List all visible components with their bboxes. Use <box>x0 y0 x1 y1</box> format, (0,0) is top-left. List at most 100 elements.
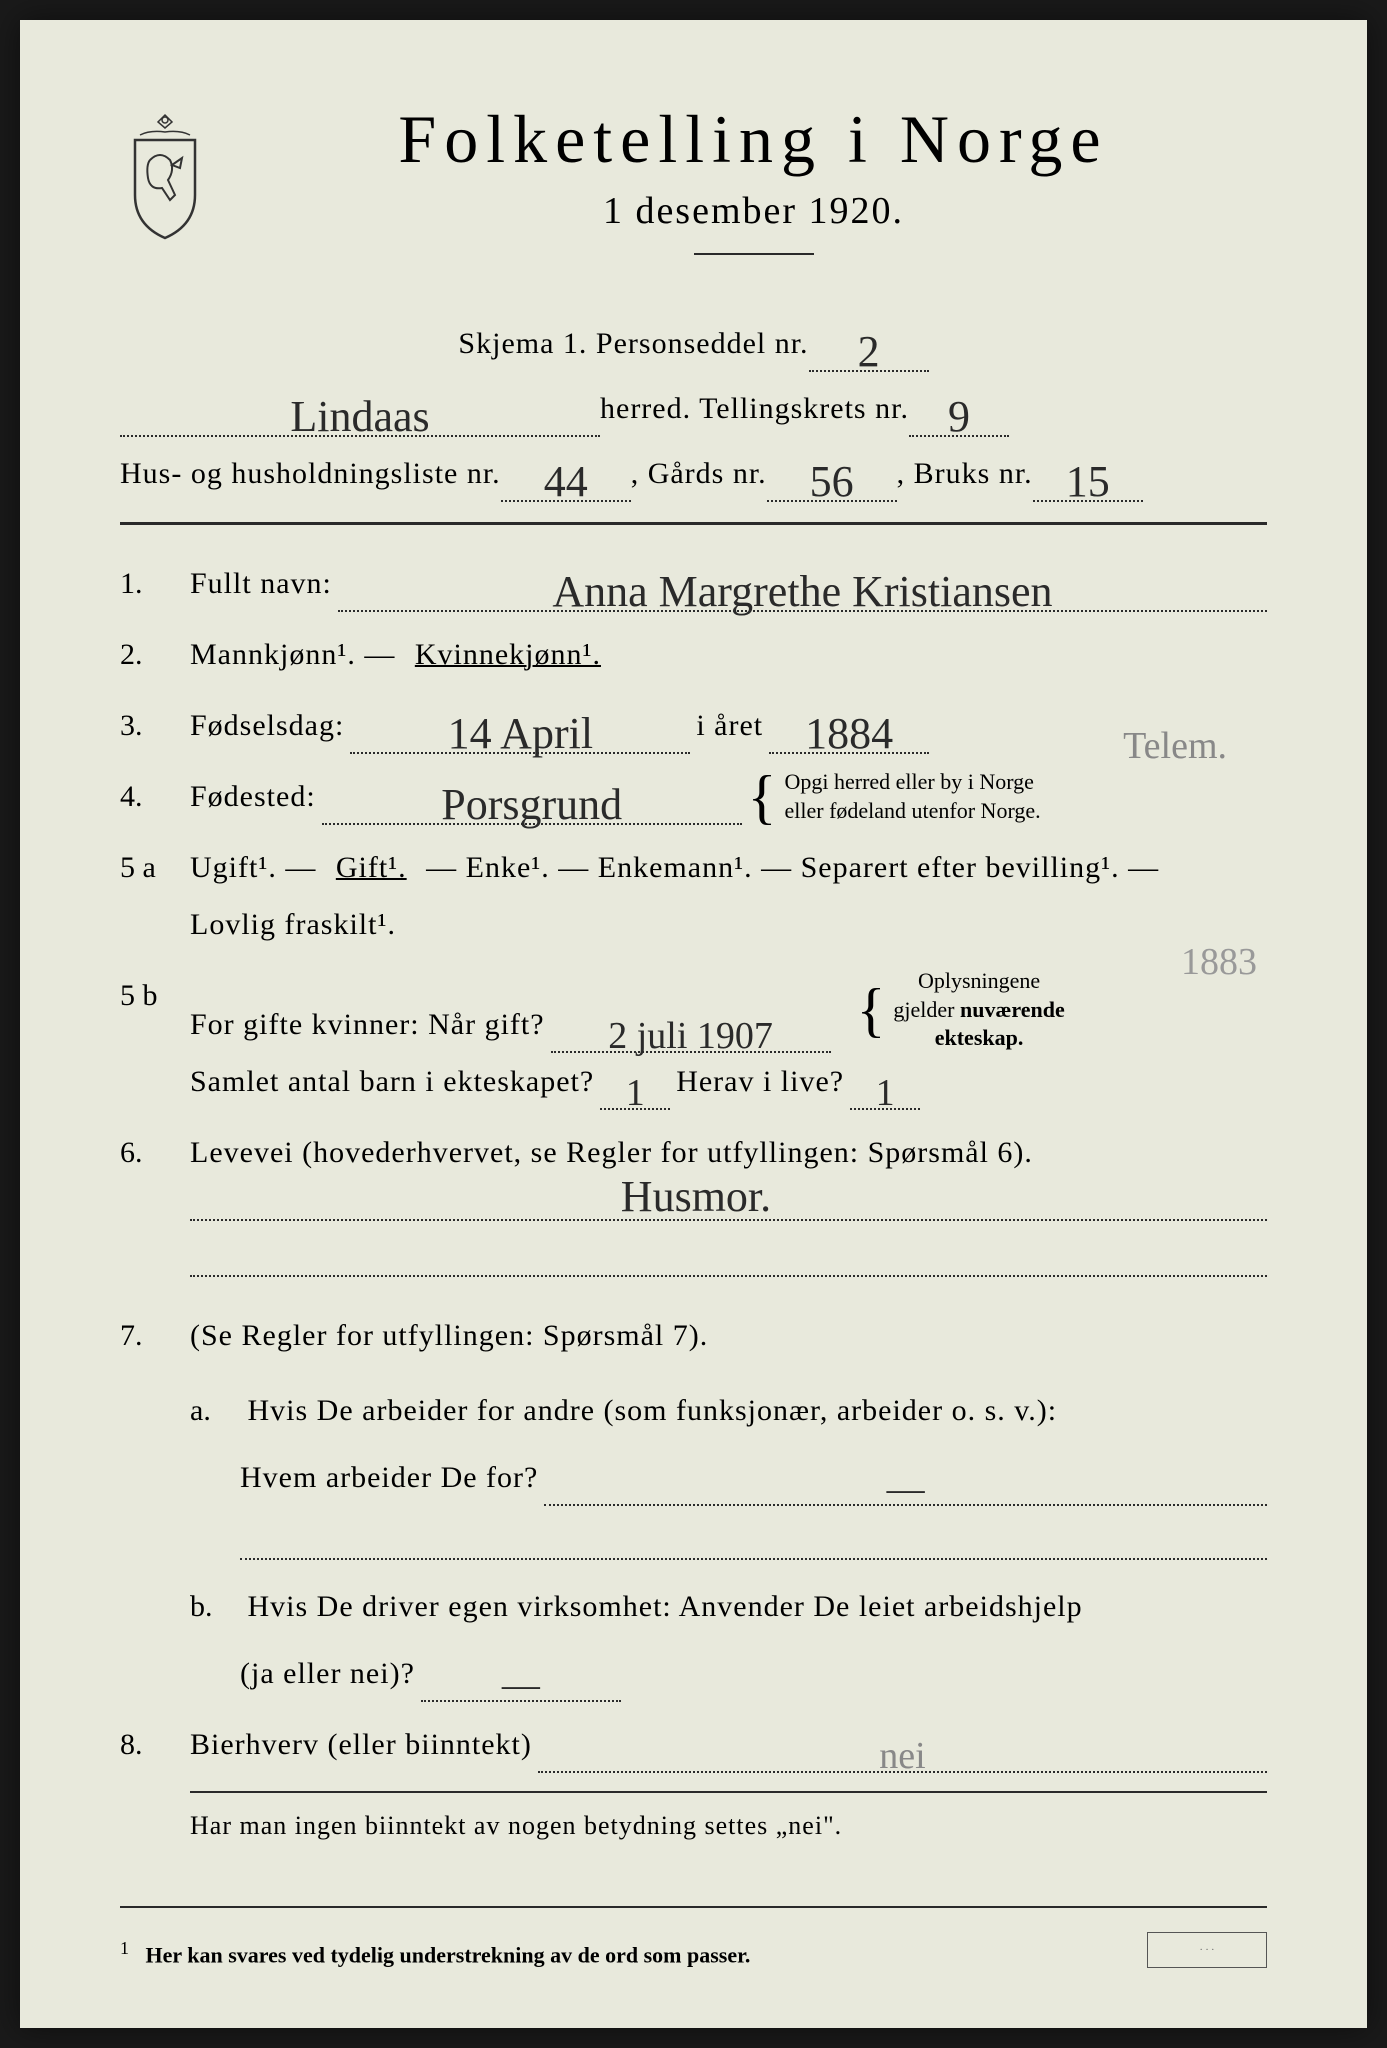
question-4: 4. Fødested: Porsgrund { Opgi herred ell… <box>120 768 1267 825</box>
q1-label: Fullt navn: <box>190 555 332 612</box>
q5b-alive-field: 1 <box>850 1068 920 1110</box>
hus-label: Hus- og husholdningsliste nr. <box>120 445 501 502</box>
q7a-letter: a. <box>190 1382 240 1439</box>
section-divider <box>120 522 1267 525</box>
gards-label: , Gårds nr. <box>631 445 767 502</box>
question-1: 1. Fullt navn: Anna Margrethe Kristianse… <box>120 555 1267 612</box>
gards-nr-field: 56 <box>767 454 897 502</box>
q8-value: nei <box>879 1737 925 1775</box>
q5a-number: 5 a <box>120 839 190 953</box>
main-title: Folketelling i Norge <box>240 100 1267 179</box>
footnote-nei: Har man ingen biinntekt av nogen betydni… <box>190 1811 1267 1841</box>
bottom-divider <box>120 1906 1267 1908</box>
personseddel-nr-value: 2 <box>858 330 880 374</box>
q3-label: Fødselsdag: <box>190 697 344 754</box>
personseddel-nr-field: 2 <box>809 324 929 372</box>
q6-value: Husmor. <box>621 1175 771 1219</box>
skjema-line: Skjema 1. Personseddel nr. 2 <box>120 315 1267 372</box>
header: Folketelling i Norge 1 desember 1920. <box>120 100 1267 285</box>
q4-note-line2: eller fødeland utenfor Norge. <box>784 797 1040 826</box>
title-block: Folketelling i Norge 1 desember 1920. <box>240 100 1267 285</box>
q5a-margin-note: 1883 <box>1181 940 1257 984</box>
q7b-value: — <box>502 1666 540 1704</box>
footnote-num: 1 <box>120 1938 129 1958</box>
bottom-area: 1 Her kan svares ved tydelig understrekn… <box>120 1888 1267 1968</box>
q4-label: Fødested: <box>190 768 316 825</box>
question-2: 2. Mannkjønn¹. — Kvinnekjønn¹. <box>120 626 1267 683</box>
q3-year-field: 1884 <box>769 706 929 754</box>
bruks-label: , Bruks nr. <box>897 445 1033 502</box>
question-3: 3. Fødselsdag: 14 April i året 1884 Tele… <box>120 697 1267 754</box>
q5b-label3: Herav i live? <box>676 1053 844 1110</box>
q7-text: (Se Regler for utfyllingen: Spørsmål 7). <box>190 1319 708 1352</box>
q5b-label2: Samlet antal barn i ekteskapet? <box>190 1053 594 1110</box>
footnote-text: Her kan svares ved tydelig understreknin… <box>146 1942 751 1967</box>
q7a-field: — <box>544 1464 1267 1506</box>
printer-stamp: · · · <box>1147 1932 1267 1968</box>
question-6: 6. Levevei (hovederhvervet, se Regler fo… <box>120 1124 1267 1293</box>
q4-field: Porsgrund <box>322 777 742 825</box>
q5a-selected: Gift¹. <box>336 839 407 896</box>
q8-label: Bierhverv (eller biinntekt) <box>190 1716 532 1773</box>
question-7: 7. (Se Regler for utfyllingen: Spørsmål … <box>120 1307 1267 1702</box>
q2-selected: Kvinnekjønn¹. <box>415 626 601 683</box>
question-8: 8. Bierhverv (eller biinntekt) nei <box>120 1716 1267 1773</box>
herred-field: Lindaas <box>120 389 600 437</box>
q6-number: 6. <box>120 1124 190 1293</box>
bruks-nr-value: 15 <box>1066 460 1110 504</box>
q8-field: nei <box>538 1731 1267 1773</box>
q5b-when-field: 2 juli 1907 <box>551 1011 831 1053</box>
hus-nr-field: 44 <box>501 454 631 502</box>
q7b-field: — <box>421 1660 621 1702</box>
hus-nr-value: 44 <box>544 460 588 504</box>
divider <box>694 253 814 255</box>
q7b-text: Hvis De driver egen virksomhet: Anvender… <box>248 1590 1083 1623</box>
q5b-label: For gifte kvinner: Når gift? <box>190 996 545 1053</box>
q5b-alive-value: 1 <box>876 1074 895 1112</box>
q1-field: Anna Margrethe Kristiansen <box>338 564 1267 612</box>
q2-text: Mannkjønn¹. — <box>190 626 395 683</box>
bruks-nr-field: 15 <box>1033 454 1143 502</box>
q3-margin-note: Telem. <box>1123 727 1227 765</box>
q3-number: 3. <box>120 697 190 754</box>
question-5b: 5 b For gifte kvinner: Når gift? 2 juli … <box>120 967 1267 1110</box>
q1-number: 1. <box>120 555 190 612</box>
q4-note-line1: Opgi herred eller by i Norge <box>784 768 1040 797</box>
q3-year-value: 1884 <box>805 712 893 756</box>
q3-year-label: i året <box>696 697 763 754</box>
tellingskrets-value: 9 <box>948 395 970 439</box>
q8-number: 8. <box>120 1716 190 1773</box>
subtitle: 1 desember 1920. <box>240 189 1267 233</box>
tellingskrets-field: 9 <box>909 389 1009 437</box>
q5b-children-field: 1 <box>600 1068 670 1110</box>
herred-label: herred. Tellingskrets nr. <box>600 380 909 437</box>
question-5a: 5 a Ugift¹. — Gift¹. — Enke¹. — Enkemann… <box>120 839 1267 953</box>
q3-day-field: 14 April <box>350 706 690 754</box>
q7a-field-line2 <box>240 1520 1267 1560</box>
q5b-note3: ekteskap. <box>893 1024 1064 1053</box>
q7b-letter: b. <box>190 1578 240 1635</box>
q6-text: Levevei (hovederhvervet, se Regler for u… <box>190 1136 1033 1169</box>
q5b-note1: Oplysningene <box>893 967 1064 996</box>
q3-day-value: 14 April <box>448 712 593 756</box>
bottom-footnote: 1 Her kan svares ved tydelig understrekn… <box>120 1938 1267 1968</box>
brace-icon: { <box>857 983 886 1037</box>
q7a-text: Hvis De arbeider for andre (som funksjon… <box>248 1394 1058 1427</box>
herred-line: Lindaas herred. Tellingskrets nr. 9 <box>120 380 1267 437</box>
q5b-when-value: 2 juli 1907 <box>608 1017 773 1055</box>
q7a-value: — <box>887 1470 925 1508</box>
skjema-label: Skjema 1. Personseddel nr. <box>458 315 808 372</box>
brace-icon: { <box>748 770 777 824</box>
q7-number: 7. <box>120 1307 190 1702</box>
q1-value: Anna Margrethe Kristiansen <box>552 570 1052 614</box>
q5b-note: { Oplysningene gjelder nuværende ekteska… <box>857 967 1065 1053</box>
q6-field: Husmor. <box>190 1181 1267 1221</box>
herred-value: Lindaas <box>290 395 429 439</box>
q5b-note2: gjelder nuværende <box>893 996 1064 1025</box>
q4-value: Porsgrund <box>441 783 622 827</box>
q5a-line2: Lovlig fraskilt¹. <box>190 896 1267 953</box>
q5a-post: — Enke¹. — Enkemann¹. — Separert efter b… <box>426 839 1159 896</box>
q7b-label: (ja eller nei)? <box>240 1645 415 1702</box>
q4-note: { Opgi herred eller by i Norge eller fød… <box>748 768 1041 825</box>
gards-nr-value: 56 <box>810 460 854 504</box>
